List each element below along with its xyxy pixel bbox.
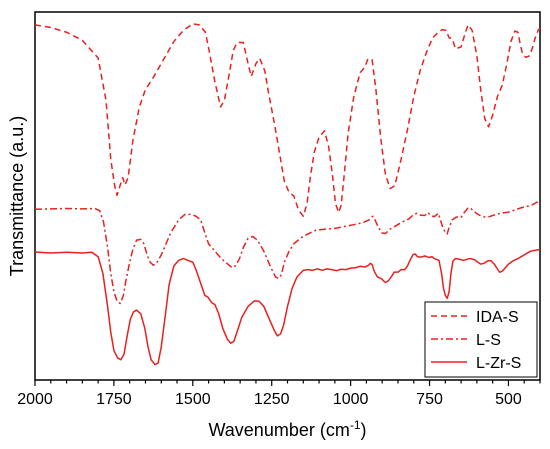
x-tick-label: 1000 [333, 391, 369, 408]
x-tick-label: 750 [416, 391, 443, 408]
legend-box [424, 301, 538, 378]
legend-label: L-Zr-S [476, 355, 521, 372]
x-tick-label: 500 [495, 391, 522, 408]
x-tick-label: 1500 [175, 391, 211, 408]
x-axis-title-tail: ) [361, 420, 367, 440]
legend-label: L-S [476, 332, 501, 349]
series-line-l-zr-s [34, 248, 541, 366]
x-tick-label: 2000 [17, 391, 53, 408]
y-axis-title: Transmittance (a.u.) [7, 116, 27, 276]
x-tick-label: 1250 [254, 391, 290, 408]
x-axis-ticks: 2000 1750 1500 1250 1000 750 500 [17, 380, 541, 408]
legend: IDA-S L-S L-Zr-S [424, 301, 538, 378]
series-layer [34, 23, 541, 366]
x-axis-title-main: Wavenumber (cm [208, 420, 349, 440]
x-axis-title: Wavenumber (cm-1) [208, 418, 366, 440]
series-line-ida-s [34, 23, 541, 217]
x-tick-label: 1750 [96, 391, 132, 408]
x-axis-title-superscript: -1 [350, 418, 361, 432]
legend-label: IDA-S [476, 309, 519, 326]
series-line-l-s [34, 200, 541, 305]
